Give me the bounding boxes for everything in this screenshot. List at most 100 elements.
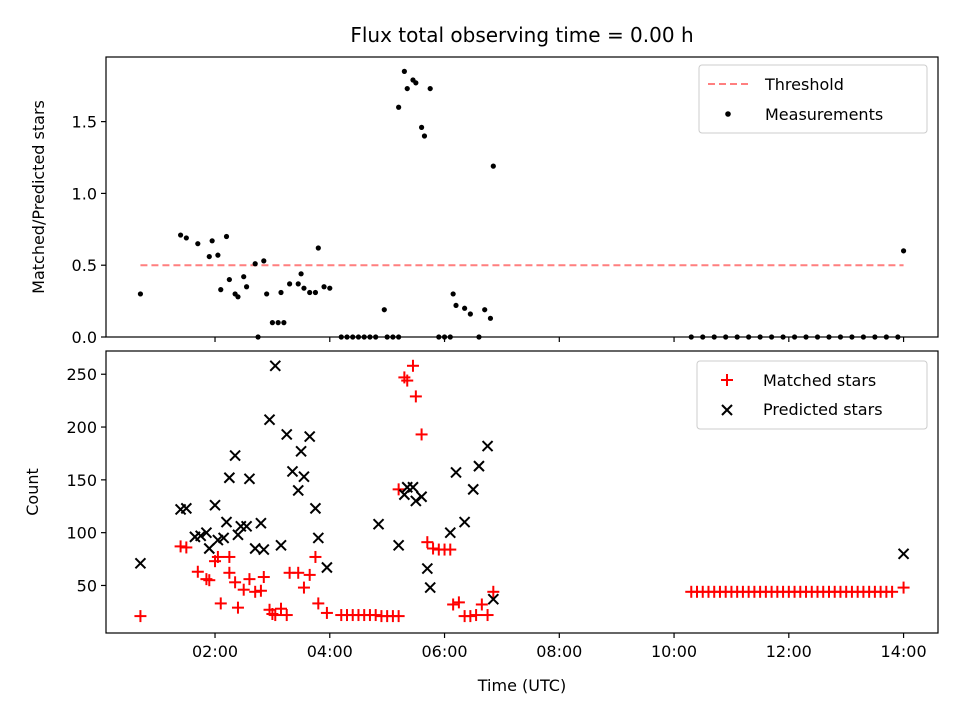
matched-point [254, 584, 267, 597]
predicted-point [372, 518, 385, 530]
matched-point [320, 606, 333, 619]
predicted-point [229, 449, 241, 462]
predicted-point [281, 428, 293, 441]
measurement-point [137, 291, 144, 297]
count-x-tick-label: 08:00 [536, 642, 582, 661]
count-y-axis-label: Count [23, 468, 42, 516]
predicted-point [209, 499, 221, 511]
measurement-point [183, 235, 189, 241]
matched-point [444, 543, 457, 556]
matched-point [427, 542, 440, 555]
measurement-point [367, 334, 373, 340]
measurement-point [215, 252, 221, 258]
matched-point [223, 566, 236, 579]
measurement-point [355, 334, 362, 340]
matched-point [401, 374, 414, 387]
predicted-point [269, 360, 281, 372]
predicted-point [263, 413, 276, 426]
predicted-point [473, 460, 485, 472]
predicted-point [258, 543, 270, 556]
count-x-ticks: 02:00 04:00 06:00 08:00 10:00 12:00 14:00 [192, 633, 927, 661]
ratio-y-tick-label: 0.5 [72, 256, 97, 275]
matched-point [257, 571, 270, 584]
measurement-point [791, 334, 798, 340]
count-y-tick-label: 250 [66, 365, 97, 384]
measurement-point [447, 334, 453, 340]
predicted-point [467, 483, 479, 496]
measurement-point [315, 245, 321, 251]
matched-point [275, 602, 288, 615]
measurement-point [421, 133, 428, 139]
measurement-point [723, 334, 729, 340]
measurement-point [206, 253, 212, 260]
predicted-point [220, 516, 233, 528]
measurement-point [757, 334, 763, 340]
measurements-legend-marker [725, 111, 731, 117]
matched-point [309, 550, 322, 563]
count-panel-frame [105, 350, 939, 634]
predicted-point [487, 593, 500, 605]
legend-matched-label: Matched stars [763, 371, 876, 390]
measurement-point [287, 281, 293, 287]
measurement-point [321, 284, 327, 290]
measurement-point [373, 334, 379, 340]
matched-point [421, 536, 434, 549]
measurement-point [195, 241, 201, 247]
count-x-tick-label: 14:00 [881, 642, 927, 661]
measurement-point [312, 289, 319, 296]
measurement-point [177, 232, 184, 238]
measurement-point [241, 274, 247, 280]
matched-point [312, 597, 325, 610]
measurement-point [895, 334, 901, 340]
measurement-point [462, 305, 468, 311]
measurement-point [338, 334, 344, 340]
predicted-point [897, 548, 910, 560]
measurement-point [223, 233, 230, 240]
ratio-legend-frame [698, 64, 928, 134]
legend-threshold-label: Threshold [764, 75, 844, 94]
count-y-tick-label: 150 [66, 471, 97, 490]
matched-point [303, 568, 316, 581]
measurement-point [780, 334, 786, 340]
measurement-point [404, 85, 410, 92]
matched-point [452, 596, 465, 609]
measurement-point [255, 334, 261, 340]
measurement-point [450, 291, 456, 297]
measurement-point [883, 334, 889, 340]
matched-point [243, 573, 256, 586]
matched-point [280, 609, 293, 622]
measurement-point [711, 334, 717, 340]
measurement-point [688, 334, 694, 340]
predicted-point [450, 466, 462, 479]
predicted-point [458, 516, 471, 528]
measurement-point [269, 320, 275, 326]
predicted-point [407, 481, 419, 493]
matched-point [406, 359, 419, 372]
matched-point [211, 550, 224, 563]
count-x-tick-label: 06:00 [421, 642, 467, 661]
predicted-point [444, 526, 456, 539]
ratio-y-tick-label: 0.0 [72, 328, 97, 347]
matched-point [409, 390, 422, 403]
matched-point [229, 576, 242, 589]
matched-point [249, 585, 262, 598]
measurement-point [264, 291, 270, 297]
predicted-point [203, 542, 215, 555]
ratio-x-ticks [214, 337, 905, 342]
predicted-point [275, 539, 287, 552]
count-x-tick-label: 04:00 [307, 642, 353, 661]
measurement-point [860, 334, 867, 340]
measurement-point [803, 334, 809, 340]
measurement-point [350, 334, 356, 340]
predicted-point [180, 502, 193, 515]
legend-measurements-label: Measurements [765, 105, 883, 124]
measurement-point [275, 320, 281, 326]
matched-point [231, 601, 244, 614]
ratio-y-tick-label: 1.0 [72, 184, 97, 203]
predicted-point [321, 561, 333, 574]
predicted-point [424, 581, 436, 594]
matched-point [134, 610, 147, 623]
predicted-point [481, 440, 494, 452]
measurement-point [700, 334, 706, 340]
